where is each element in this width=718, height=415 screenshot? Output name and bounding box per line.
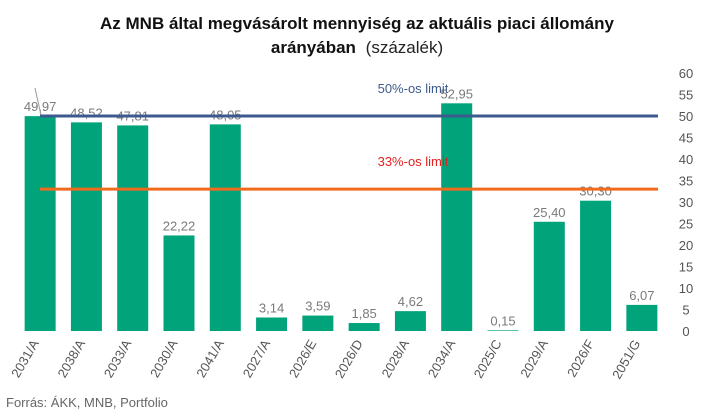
bar-2051/G [626, 304, 658, 331]
bar-value-label: 49,97 [24, 99, 57, 114]
x-tick-label: 2028/A [378, 337, 412, 380]
bar-2026/D [348, 323, 380, 331]
x-tick-label: 2030/A [147, 337, 181, 380]
x-tick-label: 2034/A [425, 337, 459, 380]
chart-title-line1: Az MNB által megvásárolt mennyiség az ak… [100, 14, 615, 33]
bar-2028/A [394, 311, 426, 331]
y-tick-label: 45 [679, 131, 693, 146]
bar-value-label: 52,95 [440, 86, 473, 101]
bar-value-label: 3,59 [305, 299, 330, 314]
x-tick-label: 2026/F [564, 337, 597, 380]
label-leader-line [34, 87, 42, 116]
y-tick-label: 60 [679, 66, 693, 81]
y-tick-label: 15 [679, 260, 693, 275]
x-tick-label: 2033/A [101, 337, 135, 380]
chart-title-line2-rest: (százalék) [366, 38, 443, 57]
bar-2038/A [70, 122, 102, 331]
bar-2034/A [441, 103, 473, 331]
x-tick-label: 2041/A [193, 337, 227, 380]
y-tick-label: 55 [679, 88, 693, 103]
y-tick-label: 40 [679, 152, 693, 167]
bar-2026/E [302, 315, 334, 331]
bar-value-label: 25,40 [533, 205, 566, 220]
x-tick-label: 2029/A [517, 337, 551, 380]
bar-value-label: 3,14 [259, 300, 284, 315]
chart-title-line2-bold: arányában [271, 38, 356, 57]
bar-2026/F [580, 200, 612, 331]
x-tick-label: 2051/G [609, 337, 643, 381]
bar-value-label: 1,85 [351, 306, 376, 321]
bar-2041/A [209, 124, 241, 331]
bar-2029/A [533, 221, 565, 331]
x-tick-label: 2026/E [286, 337, 320, 380]
bar-2025/C [487, 330, 519, 331]
reference-line-label: 50%-os limit [378, 81, 449, 96]
y-tick-label: 10 [679, 281, 693, 296]
y-tick-label: 35 [679, 174, 693, 189]
y-tick-label: 50 [679, 109, 693, 124]
bar-value-label: 6,07 [629, 288, 654, 303]
x-axis-ticks: 2031/A 2038/A 2033/A 2030/A 2041/A 2027/A 2026… [8, 337, 643, 382]
source-note: Forrás: ÁKK, MNB, Portfolio [6, 395, 168, 410]
bar-2027/A [256, 317, 288, 331]
bar-2033/A [117, 125, 149, 332]
y-tick-label: 5 [682, 303, 689, 318]
bar-value-label: 0,15 [490, 313, 515, 328]
bar-2030/A [163, 235, 195, 331]
x-tick-label: 2027/A [240, 337, 274, 380]
bar-value-label: 48,52 [70, 105, 103, 120]
y-tick-label: 30 [679, 195, 693, 210]
bar-value-label: 22,22 [163, 218, 196, 233]
bar-value-label: 30,30 [579, 184, 612, 199]
bar-value-label: 4,62 [398, 294, 423, 309]
y-tick-label: 25 [679, 217, 693, 232]
x-tick-label: 2026/D [332, 337, 366, 381]
x-tick-label: 2025/C [471, 337, 505, 381]
y-tick-label: 0 [682, 324, 689, 339]
x-tick-label: 2031/A [8, 337, 42, 380]
chart-title-line2: arányában (százalék) [271, 38, 443, 57]
reference-lines-group: 50%-os limit 33%-os limit [40, 81, 658, 191]
reference-line-label: 33%-os limit [378, 154, 449, 169]
bar-2031/A [24, 116, 56, 331]
y-tick-label: 20 [679, 238, 693, 253]
x-tick-label: 2038/A [54, 337, 88, 380]
y-axis-ticks: 0 5 10 15 20 25 30 35 40 45 50 55 60 [679, 66, 693, 339]
bars-group: 49,9748,5247,8122,2248,053,143,591,854,6… [24, 86, 658, 332]
